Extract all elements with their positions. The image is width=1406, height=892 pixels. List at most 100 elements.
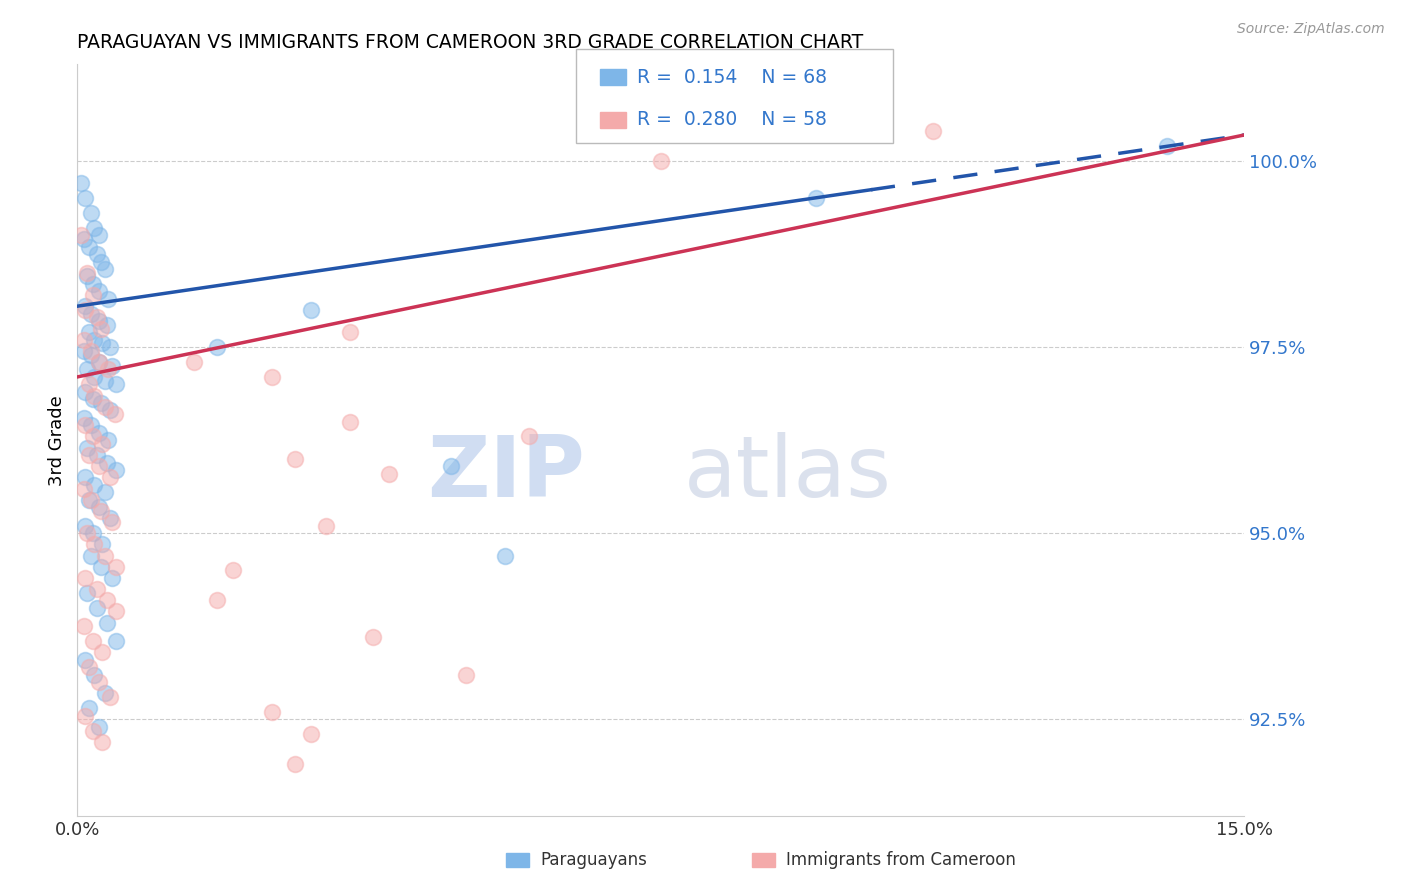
Point <box>77 660 100 674</box>
Point <box>93 485 115 500</box>
Point <box>80 418 103 433</box>
Point <box>98 403 121 417</box>
Point <box>86 600 108 615</box>
Point <box>87 675 110 690</box>
Point <box>75 653 97 667</box>
Point <box>207 593 229 607</box>
Point <box>77 325 100 339</box>
Point <box>183 355 205 369</box>
Point <box>77 492 100 507</box>
Point <box>72 619 94 633</box>
Point <box>104 407 127 421</box>
Point <box>207 340 229 354</box>
Point <box>76 269 98 284</box>
Point <box>339 415 361 429</box>
Point <box>105 463 128 477</box>
Point <box>80 348 103 362</box>
Point <box>83 478 105 492</box>
Point <box>97 434 120 448</box>
Point <box>101 515 124 529</box>
Point <box>93 374 115 388</box>
Point <box>90 254 112 268</box>
Point <box>96 615 118 630</box>
Point <box>96 456 118 470</box>
Point <box>87 314 110 328</box>
Point <box>82 277 104 291</box>
Point <box>75 299 97 313</box>
Point <box>72 482 94 496</box>
Point <box>93 400 115 414</box>
Point <box>76 586 98 600</box>
Text: Source: ZipAtlas.com: Source: ZipAtlas.com <box>1237 22 1385 37</box>
Point <box>315 518 337 533</box>
Point <box>82 288 104 302</box>
Point <box>75 302 97 317</box>
Point <box>72 232 94 246</box>
Point <box>82 392 104 407</box>
Point <box>80 206 103 220</box>
Point <box>91 437 114 451</box>
Point <box>105 377 128 392</box>
Point <box>87 355 110 369</box>
Point <box>83 370 105 384</box>
Point <box>98 470 121 484</box>
Point <box>83 537 105 551</box>
Point <box>76 266 98 280</box>
Point <box>93 549 115 563</box>
Point <box>86 310 108 325</box>
Point <box>82 634 104 648</box>
Point <box>70 177 93 191</box>
Point <box>87 500 110 515</box>
Point <box>91 336 114 351</box>
Text: Paraguayans: Paraguayans <box>540 851 647 869</box>
Point <box>105 604 128 618</box>
Point <box>922 124 945 138</box>
Point <box>456 667 478 681</box>
Y-axis label: 3rd Grade: 3rd Grade <box>48 395 66 485</box>
Point <box>96 593 118 607</box>
Point <box>77 239 100 253</box>
Point <box>377 467 399 481</box>
Point <box>97 362 120 376</box>
Point <box>82 526 104 541</box>
Point <box>90 559 112 574</box>
Point <box>77 377 100 392</box>
Point <box>86 582 108 596</box>
Point <box>76 441 98 455</box>
Point <box>76 362 98 376</box>
Point <box>96 318 118 332</box>
Point <box>222 564 245 578</box>
Point <box>299 302 322 317</box>
Point <box>87 459 110 474</box>
Point <box>299 727 322 741</box>
Point <box>361 631 384 645</box>
Point <box>80 307 103 321</box>
Point <box>70 228 93 243</box>
Point <box>87 228 110 243</box>
Text: R =  0.154    N = 68: R = 0.154 N = 68 <box>637 68 827 87</box>
Point <box>82 723 104 738</box>
Point <box>72 333 94 347</box>
Text: R =  0.280    N = 58: R = 0.280 N = 58 <box>637 110 827 129</box>
Point <box>72 343 94 358</box>
Point <box>806 191 828 205</box>
Point <box>76 526 98 541</box>
Point <box>83 667 105 681</box>
Point <box>75 571 97 585</box>
Point <box>260 705 283 719</box>
Point <box>260 370 283 384</box>
Point <box>75 518 97 533</box>
Point <box>75 191 97 205</box>
Point <box>75 418 97 433</box>
Point <box>440 459 463 474</box>
Point <box>98 340 121 354</box>
Point <box>87 720 110 734</box>
Point <box>105 634 128 648</box>
Point <box>90 396 112 410</box>
Point <box>82 429 104 443</box>
Point <box>91 537 114 551</box>
Point <box>83 388 105 402</box>
Point <box>91 735 114 749</box>
Point <box>90 321 112 335</box>
Point <box>77 701 100 715</box>
